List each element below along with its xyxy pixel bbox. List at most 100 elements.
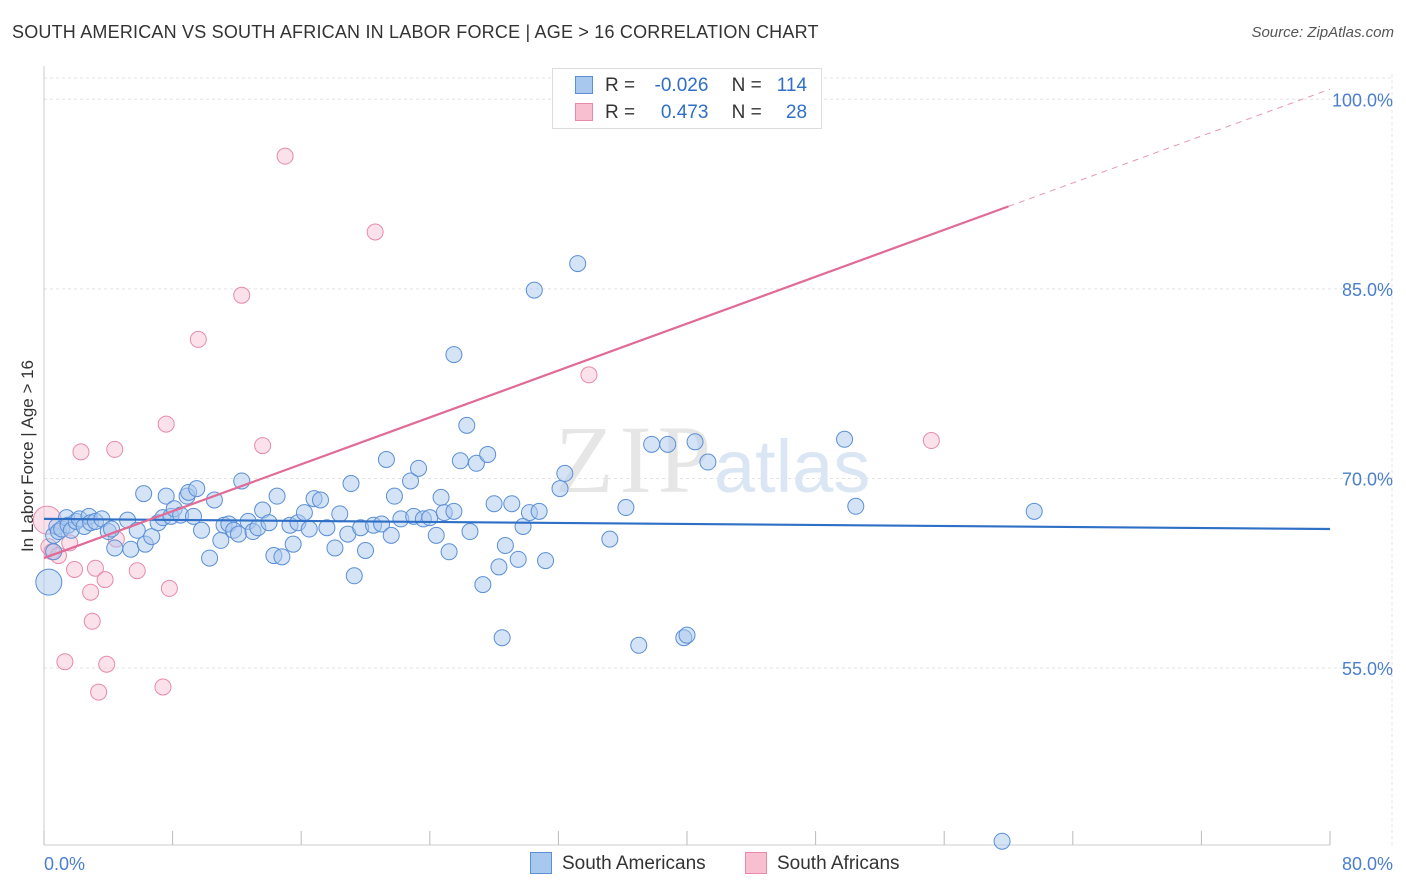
south-africans-point	[154, 678, 172, 696]
south-americans-point	[326, 539, 344, 557]
bottom-legend-label: South Africans	[777, 853, 900, 874]
axes	[43, 66, 1331, 846]
south-africans-point	[83, 612, 101, 630]
south-americans-point	[311, 491, 329, 509]
south-americans-point	[377, 451, 395, 468]
south-africans-point	[96, 571, 114, 589]
trend-lines	[43, 88, 1331, 560]
south-africans-point	[366, 223, 384, 241]
south-americans-trend-line	[43, 517, 1331, 531]
south-americans-point	[106, 539, 124, 557]
south-americans-point	[284, 535, 302, 553]
y-tick-label: 100.0%	[1332, 90, 1393, 110]
south-americans-point	[461, 523, 479, 541]
y-axis-label: In Labor Force | Age > 16	[18, 359, 37, 553]
y-tick-label: 55.0%	[1342, 659, 1393, 679]
south-americans-point	[135, 485, 153, 503]
legend-r-value: -0.026	[654, 75, 709, 96]
south-americans-point	[35, 568, 63, 596]
legend-row-south-africans: R = 0.473 N = 28	[575, 102, 807, 124]
south-africans-point	[98, 655, 116, 673]
bottom-legend-south-americans: South Americans	[530, 852, 706, 875]
legend-swatch-blue	[575, 76, 593, 94]
south-americans-point	[410, 459, 428, 477]
south-americans-point	[847, 497, 865, 515]
south-americans-point	[525, 281, 543, 299]
legend-r-label: R =	[605, 102, 636, 123]
south-americans-point	[537, 552, 555, 570]
south-americans-point	[836, 430, 854, 448]
south-americans-point	[551, 480, 569, 498]
south-africans-point	[128, 562, 146, 580]
south-americans-point	[300, 520, 318, 538]
south-americans-point	[1025, 502, 1043, 520]
legend-r-value: 0.473	[660, 102, 709, 123]
bottom-legend-south-africans: South Africans	[745, 852, 900, 875]
south-africans-points	[32, 147, 940, 701]
legend-n-label: N =	[731, 102, 762, 123]
south-americans-point	[569, 255, 587, 273]
south-americans-point	[345, 567, 363, 585]
south-americans-point	[432, 488, 450, 506]
south-americans-point	[260, 514, 278, 532]
south-americans-point	[268, 487, 286, 505]
south-americans-point	[342, 475, 360, 493]
south-americans-point	[678, 626, 696, 644]
south-americans-point	[295, 504, 313, 522]
legend-n-value: 28	[785, 102, 808, 123]
source-label: Source: ZipAtlas.com	[1251, 24, 1394, 41]
south-americans-point	[427, 526, 445, 544]
south-americans-point	[402, 472, 420, 490]
south-americans-point	[630, 636, 648, 654]
south-americans-point	[193, 521, 211, 539]
south-americans-point	[188, 480, 206, 498]
south-americans-point	[440, 543, 458, 561]
south-americans-point	[617, 499, 635, 517]
south-americans-point	[467, 454, 485, 472]
south-americans-point	[201, 549, 219, 567]
south-americans-point	[212, 531, 230, 549]
south-africans-point	[86, 559, 104, 577]
south-americans-point	[474, 576, 492, 594]
south-africans-point	[90, 683, 108, 701]
gridlines	[44, 74, 1393, 845]
legend-n-value: 114	[776, 75, 808, 96]
south-americans-point	[273, 548, 291, 566]
bottom-legend-swatch-pink	[745, 852, 767, 874]
south-africans-point	[580, 366, 598, 384]
south-americans-point	[382, 526, 400, 544]
south-africans-trend-extension	[1008, 88, 1331, 207]
south-americans-point	[601, 530, 619, 548]
south-americans-point	[643, 435, 661, 453]
south-americans-point	[318, 519, 336, 537]
south-africans-point	[66, 560, 84, 578]
legend-row-south-americans: R = -0.026 N = 114	[575, 75, 807, 97]
south-americans-point	[445, 346, 463, 364]
south-africans-point	[160, 579, 178, 597]
tick-labels: 55.0% 70.0% 85.0% 100.0% 0.0% 80.0%	[44, 90, 1393, 874]
chart-title: SOUTH AMERICAN VS SOUTH AFRICAN IN LABOR…	[12, 22, 819, 42]
south-americans-point	[490, 558, 508, 576]
south-americans-point	[485, 495, 503, 513]
y-tick-label: 85.0%	[1342, 280, 1393, 300]
south-africans-point	[233, 286, 251, 304]
south-americans-point	[451, 452, 469, 470]
south-americans-point	[373, 515, 391, 533]
south-americans-point	[143, 528, 161, 546]
south-africans-point	[254, 437, 272, 455]
south-americans-point	[421, 509, 439, 527]
south-africans-point	[72, 443, 90, 461]
south-americans-point	[659, 435, 677, 453]
south-americans-point	[122, 540, 140, 558]
south-africans-point	[106, 440, 124, 458]
south-americans-point	[493, 629, 511, 647]
south-americans-point	[556, 464, 574, 482]
bottom-legend-label: South Americans	[562, 853, 706, 874]
south-africans-point	[82, 583, 100, 601]
south-americans-point	[699, 453, 717, 471]
south-americans-point	[503, 495, 521, 513]
south-americans-point	[184, 507, 202, 525]
south-americans-points	[35, 255, 1043, 850]
bottom-legend-swatch-blue	[530, 852, 552, 874]
